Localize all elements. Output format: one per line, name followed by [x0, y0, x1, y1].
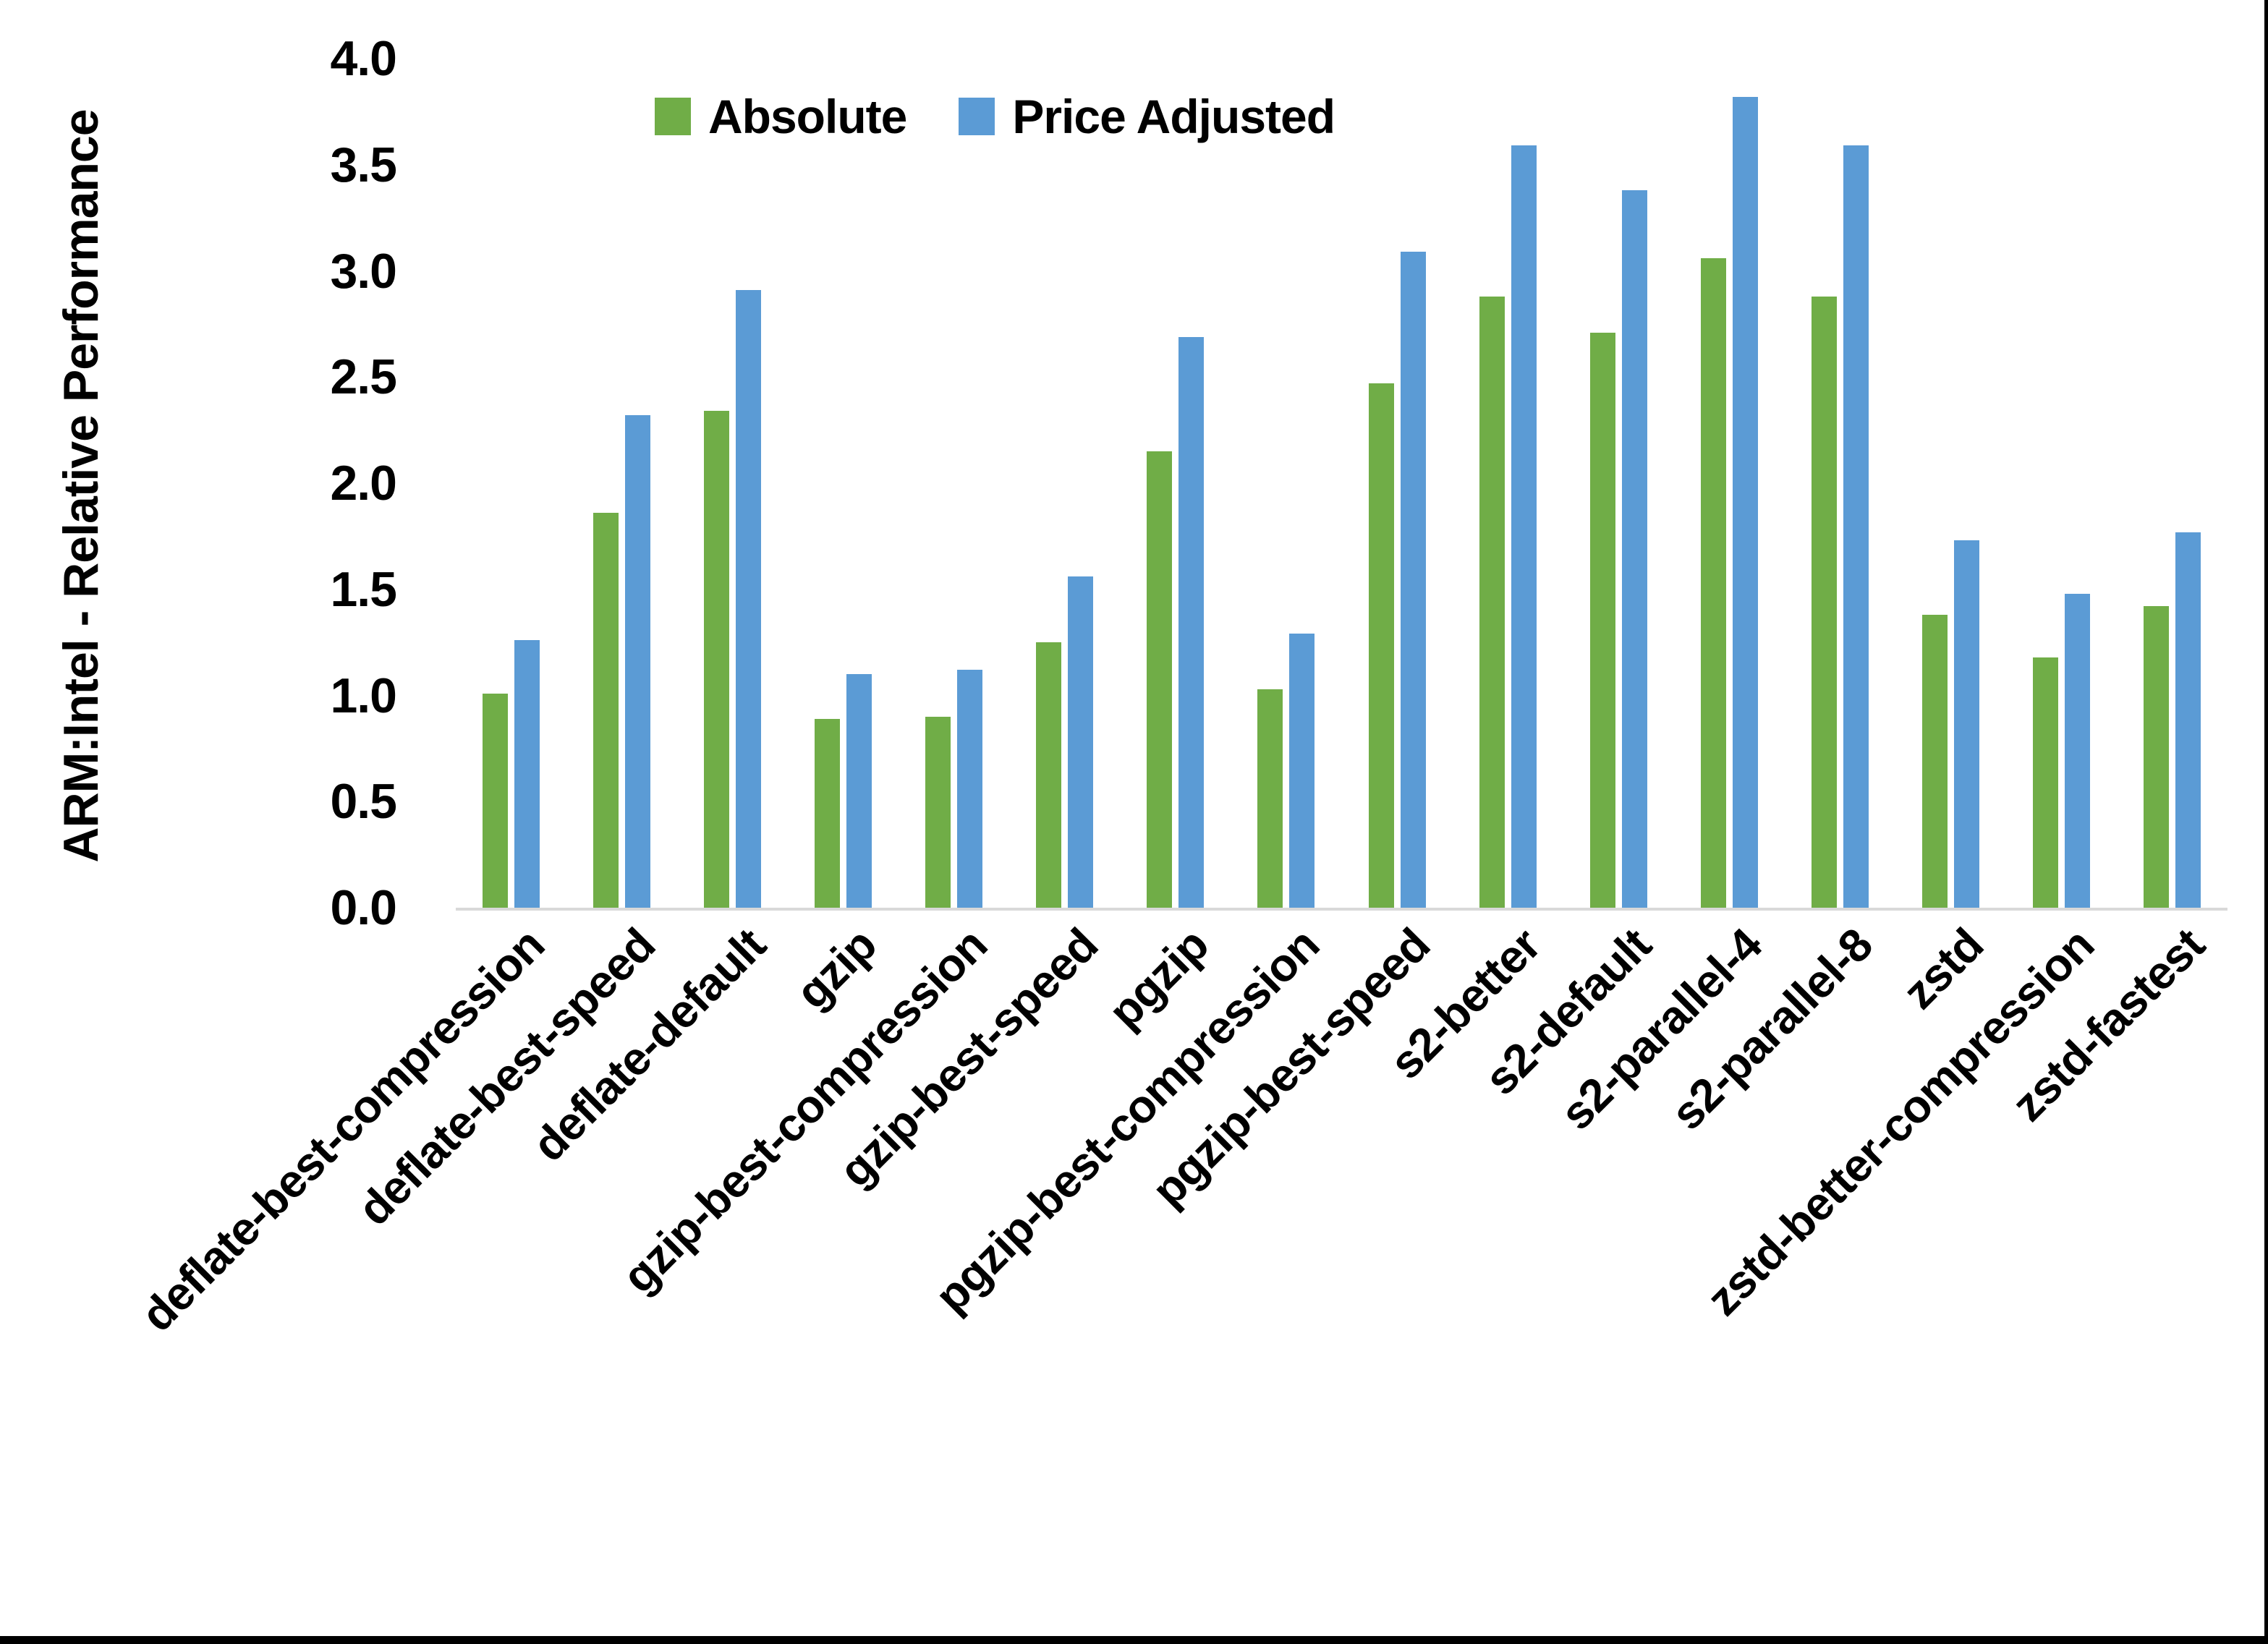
bar-absolute-deflate-best-speed [593, 513, 619, 908]
legend-label-absolute: Absolute [708, 90, 907, 143]
bar-price-adjusted-gzip [846, 674, 872, 908]
legend-swatch-absolute-icon [655, 98, 691, 135]
legend: Absolute Price Adjusted [655, 90, 1335, 143]
bar-price-adjusted-zstd-better-compression [2064, 593, 2090, 908]
bar-price-adjusted-s2-parallel-8 [1843, 145, 1869, 908]
plot-area [456, 59, 2227, 908]
bar-absolute-s2-default [1589, 332, 1615, 908]
bar-absolute-pgzip-best-speed [1368, 383, 1394, 908]
bar-price-adjusted-s2-parallel-4 [1732, 96, 1758, 908]
y-tick-label-1.0: 1.0 [330, 668, 397, 723]
bar-absolute-gzip-best-speed [1036, 642, 1062, 908]
y-tick-label-3.5: 3.5 [330, 137, 397, 192]
bar-absolute-gzip-best-compression [925, 716, 951, 908]
y-tick-label-3.0: 3.0 [330, 243, 397, 299]
y-tick-label-1.5: 1.5 [330, 561, 397, 617]
bar-price-adjusted-deflate-best-speed [625, 415, 651, 908]
bar-price-adjusted-s2-better [1511, 145, 1537, 908]
y-tick-label-0.0: 0.0 [330, 880, 397, 935]
bar-price-adjusted-pgzip-best-compression [1289, 634, 1315, 908]
bar-price-adjusted-pgzip [1178, 336, 1205, 908]
y-tick-label-2.5: 2.5 [330, 349, 397, 405]
bar-absolute-s2-parallel-4 [1700, 257, 1726, 908]
bar-absolute-s2-parallel-8 [1811, 296, 1837, 908]
legend-swatch-price-adjusted-icon [959, 98, 995, 135]
bar-absolute-deflate-best-compression [483, 693, 509, 908]
bar-price-adjusted-s2-default [1621, 189, 1647, 908]
bar-absolute-zstd-fastest [2143, 606, 2169, 908]
bar-price-adjusted-zstd [1953, 540, 1979, 908]
x-axis-line [456, 908, 2227, 911]
bar-absolute-zstd [1921, 614, 1948, 908]
bar-price-adjusted-pgzip-best-speed [1400, 252, 1426, 908]
bar-price-adjusted-zstd-fastest [2175, 532, 2201, 908]
bar-price-adjusted-deflate-default [736, 289, 762, 908]
bar-absolute-pgzip-best-compression [1257, 689, 1283, 908]
legend-label-price-adjusted: Price Adjusted [1012, 90, 1335, 143]
legend-item-price-adjusted: Price Adjusted [959, 90, 1335, 143]
bar-absolute-deflate-default [704, 411, 730, 908]
x-category-label-deflate-best-speed: deflate-best-speed [347, 918, 665, 1235]
bar-absolute-gzip [815, 718, 841, 908]
bar-absolute-pgzip [1147, 451, 1173, 908]
bar-absolute-zstd-better-compression [2032, 657, 2058, 908]
y-tick-label-2.0: 2.0 [330, 456, 397, 511]
bar-absolute-s2-better [1479, 296, 1505, 908]
bar-price-adjusted-gzip-best-compression [957, 670, 983, 908]
y-tick-label-4.0: 4.0 [330, 31, 397, 86]
bar-price-adjusted-gzip-best-speed [1068, 576, 1094, 908]
y-tick-label-0.5: 0.5 [330, 774, 397, 830]
bar-price-adjusted-deflate-best-compression [514, 640, 540, 908]
legend-item-absolute: Absolute [655, 90, 907, 143]
